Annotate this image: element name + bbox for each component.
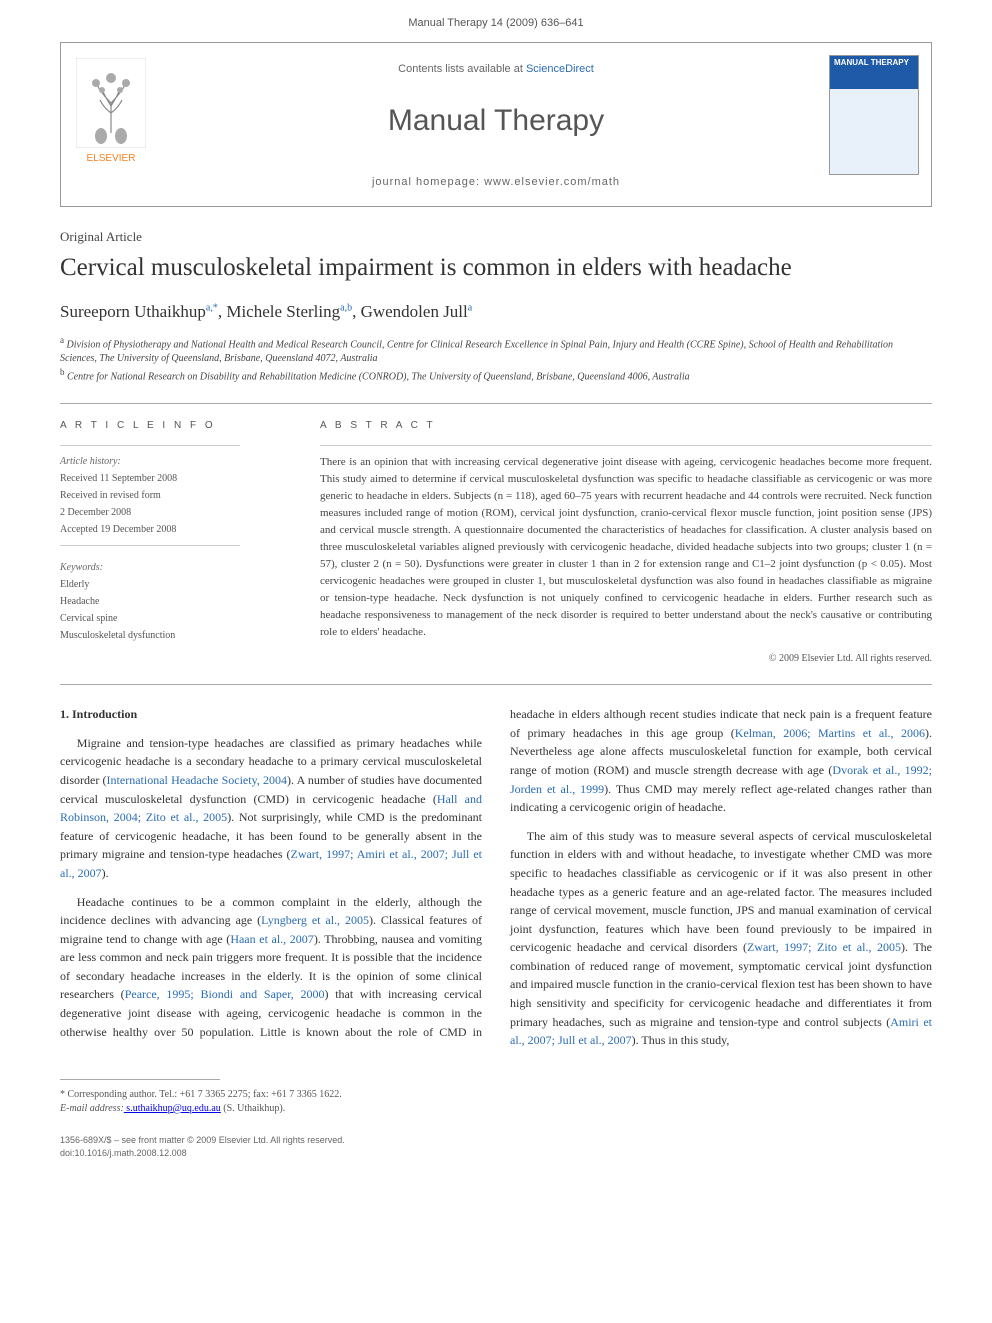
author-3-sup: a	[468, 302, 472, 313]
author-2: , Michele Sterling	[218, 302, 340, 321]
page-footer: 1356-689X/$ – see front matter © 2009 El…	[60, 1134, 932, 1161]
corresponding-line-1: * Corresponding author. Tel.: +61 7 3365…	[60, 1088, 932, 1102]
footer-doi: doi:10.1016/j.math.2008.12.008	[60, 1147, 345, 1161]
article-info-panel: A R T I C L E I N F O Article history: R…	[60, 418, 290, 667]
keyword-3: Cervical spine	[60, 611, 290, 626]
contents-prefix: Contents lists available at	[398, 63, 526, 75]
abstract-separator	[320, 445, 932, 446]
publisher-name: ELSEVIER	[76, 151, 146, 166]
ref-ihs-2004[interactable]: International Headache Society, 2004	[107, 773, 287, 787]
contents-available: Contents lists available at ScienceDirec…	[61, 61, 931, 78]
corresponding-author: * Corresponding author. Tel.: +61 7 3365…	[60, 1088, 932, 1116]
author-1: Sureeporn Uthaikhup	[60, 302, 206, 321]
article-info-heading: A R T I C L E I N F O	[60, 418, 290, 433]
history-heading: Article history:	[60, 454, 290, 469]
article-title: Cervical musculoskeletal impairment is c…	[60, 252, 932, 285]
author-3: , Gwendolen Jull	[352, 302, 468, 321]
p3-text-c: ). Thus in this study,	[632, 1033, 730, 1047]
separator	[60, 403, 932, 404]
ref-pearce-biondi[interactable]: Pearce, 1995; Biondi and Saper, 2000	[125, 987, 325, 1001]
cover-title: MANUAL THERAPY	[830, 56, 918, 71]
separator-2	[60, 684, 932, 685]
email-label: E-mail address:	[60, 1103, 124, 1114]
ref-lyngberg[interactable]: Lyngberg et al., 2005	[261, 913, 369, 927]
ref-zwart-zito-2[interactable]: Zwart, 1997; Zito et al., 2005	[747, 940, 901, 954]
abstract-body: There is an opinion that with increasing…	[320, 454, 932, 642]
keywords-heading: Keywords:	[60, 560, 290, 575]
affiliation-b: Centre for National Research on Disabili…	[65, 372, 690, 383]
sciencedirect-link[interactable]: ScienceDirect	[526, 63, 594, 75]
authors-line: Sureeporn Uthaikhupa,*, Michele Sterling…	[60, 299, 932, 325]
abstract-panel: A B S T R A C T There is an opinion that…	[320, 418, 932, 667]
journal-homepage: journal homepage: www.elsevier.com/math	[61, 174, 931, 191]
affiliation-a: Division of Physiotherapy and National H…	[60, 339, 893, 364]
history-accepted: Accepted 19 December 2008	[60, 522, 290, 537]
body-text: 1. Introduction Migraine and tension-typ…	[60, 705, 932, 1050]
corresponding-separator	[60, 1079, 220, 1080]
abstract-heading: A B S T R A C T	[320, 418, 932, 433]
affiliations: a Division of Physiotherapy and National…	[60, 334, 932, 385]
keyword-1: Elderly	[60, 577, 290, 592]
corresponding-email-link[interactable]: s.uthaikhup@uq.edu.au	[124, 1103, 221, 1114]
journal-header-box: ELSEVIER Contents lists available at Sci…	[60, 42, 932, 207]
info-separator-2	[60, 545, 240, 546]
history-revised-label: Received in revised form	[60, 488, 290, 503]
p1-text-d: ).	[102, 866, 109, 880]
author-1-sup: a,*	[206, 302, 218, 313]
author-2-sup: a,b	[340, 302, 352, 313]
footer-copyright: 1356-689X/$ – see front matter © 2009 El…	[60, 1134, 345, 1148]
paragraph-3: The aim of this study was to measure sev…	[510, 827, 932, 1050]
history-revised-date: 2 December 2008	[60, 505, 290, 520]
page-citation: Manual Therapy 14 (2009) 636–641	[0, 0, 992, 42]
history-received: Received 11 September 2008	[60, 471, 290, 486]
article-type: Original Article	[60, 227, 932, 247]
keyword-2: Headache	[60, 594, 290, 609]
paragraph-1: Migraine and tension-type headaches are …	[60, 734, 482, 883]
ref-kelman-martins[interactable]: Kelman, 2006; Martins et al., 2006	[735, 726, 925, 740]
keyword-4: Musculoskeletal dysfunction	[60, 628, 290, 643]
ref-haan[interactable]: Haan et al., 2007	[230, 932, 314, 946]
abstract-copyright: © 2009 Elsevier Ltd. All rights reserved…	[320, 651, 932, 666]
p3-text-a: The aim of this study was to measure sev…	[510, 829, 932, 955]
corresponding-person: (S. Uthaikhup).	[221, 1103, 285, 1114]
info-separator	[60, 445, 240, 446]
section-1-heading: 1. Introduction	[60, 705, 482, 724]
journal-cover-thumbnail: MANUAL THERAPY	[829, 55, 919, 175]
journal-title: Manual Therapy	[61, 98, 931, 143]
